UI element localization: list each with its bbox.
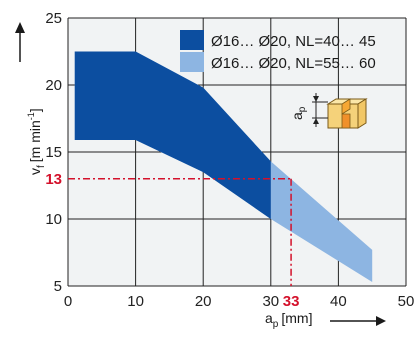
highlight-x-label: 33 [283,293,300,310]
svg-text:ap[mm]: ap [mm] [265,310,312,330]
legend-label-nl-55-60: Ø16… Ø20, NL=55… 60 [211,55,376,72]
x-tick-label: 40 [330,293,347,310]
legend-swatch-nl-55-60 [180,52,204,72]
legend-label-nl-40-45: Ø16… Ø20, NL=40… 45 [211,33,376,50]
y-tick-label: 15 [45,144,62,161]
x-axis-title: ap [mm] [265,310,386,330]
y-tick-label: 25 [45,10,62,27]
x-tick-label: 0 [64,293,72,310]
series-layer [74,51,373,282]
series-band-1 [74,51,271,219]
legend: Ø16… Ø20, NL=40… 45 Ø16… Ø20, NL=55… 60 [180,30,376,72]
y-tick-label: 20 [45,77,62,94]
highlight-y-label: 13 [45,171,62,188]
x-tick-label: 20 [195,293,212,310]
x-axis-arrow-icon [376,316,386,326]
svg-text:vf[m min-1]: vf[m min-1] [26,108,47,175]
tick-layer: 0 10 20 30 40 50 5 10 15 20 25 33 13 [45,10,414,310]
x-tick-label: 50 [398,293,415,310]
wood-workpiece-icon: ap [289,93,368,129]
x-tick-label: 10 [127,293,144,310]
y-tick-label: 10 [45,211,62,228]
legend-swatch-nl-40-45 [180,30,204,50]
inset-ap-label: ap [289,106,308,120]
x-tick-label: 30 [262,293,279,310]
y-tick-label: 5 [54,278,62,295]
y-axis-title: vf[m min-1] [15,22,47,175]
y-axis-arrow-icon [15,22,25,33]
highlight-layer [68,178,292,286]
